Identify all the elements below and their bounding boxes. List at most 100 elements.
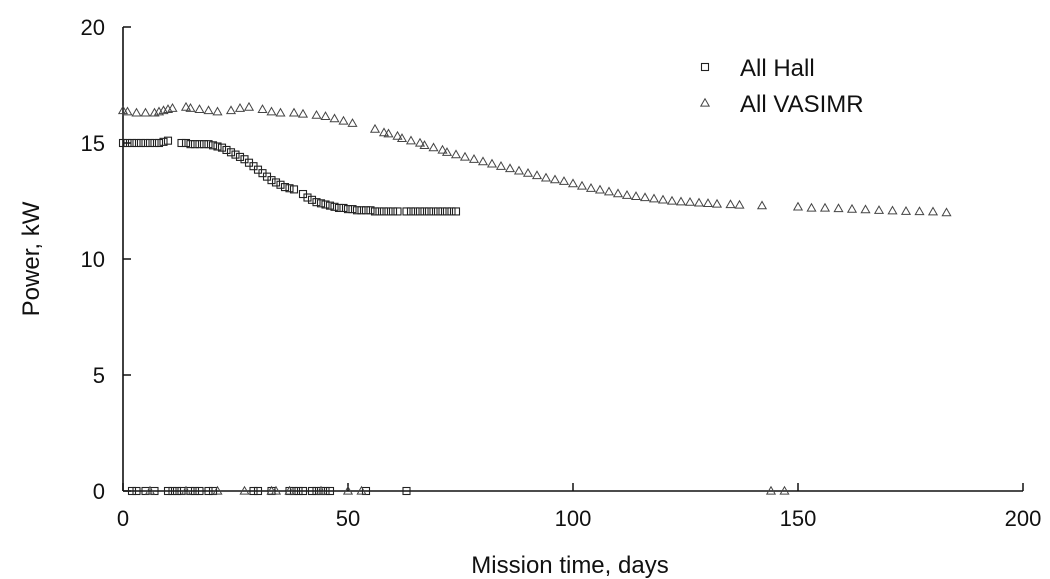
data-point-square	[136, 138, 146, 148]
data-point-triangle	[522, 167, 534, 177]
data-point-square	[199, 140, 209, 149]
data-point-triangle	[342, 485, 354, 495]
x-tick-label: 100	[555, 506, 592, 531]
data-point-triangle	[495, 160, 507, 170]
data-point-triangle	[792, 201, 804, 211]
data-point-triangle	[180, 485, 192, 495]
data-point-triangle	[684, 196, 696, 206]
data-point-square	[186, 140, 195, 149]
legend-label: All VASIMR	[740, 91, 864, 118]
data-point-triangle	[180, 101, 192, 111]
data-point-square	[361, 206, 371, 215]
data-point-triangle	[873, 205, 885, 214]
data-point-triangle	[567, 178, 579, 188]
x-tick-label: 200	[1005, 506, 1042, 531]
data-point-triangle	[338, 115, 349, 125]
data-point-triangle	[320, 111, 331, 120]
data-point-square	[154, 138, 164, 148]
data-point-square	[303, 193, 312, 202]
data-point-triangle	[806, 202, 817, 212]
data-point-square	[231, 150, 240, 159]
data-point-square	[249, 486, 258, 496]
data-point-triangle	[675, 196, 687, 206]
data-point-triangle	[549, 174, 561, 184]
data-point-square	[181, 138, 191, 148]
data-point-triangle	[378, 127, 390, 137]
data-point-square	[190, 486, 200, 496]
data-point-triangle	[117, 105, 129, 115]
data-point-triangle	[756, 200, 768, 210]
data-point-square	[195, 140, 204, 149]
data-point-square	[420, 207, 429, 216]
data-point-triangle	[419, 140, 430, 149]
y-tick-label: 5	[93, 363, 105, 388]
data-point-triangle	[450, 149, 462, 159]
data-point-square	[411, 207, 420, 216]
data-point-square	[118, 138, 128, 148]
data-point-triangle	[887, 205, 898, 215]
data-point-square	[307, 195, 317, 204]
data-point-square	[280, 183, 290, 192]
data-point-triangle	[702, 198, 714, 207]
data-point-triangle	[311, 109, 322, 119]
data-point-triangle	[131, 107, 142, 117]
data-point-square	[366, 206, 375, 215]
data-point-square	[276, 180, 285, 189]
data-point-square	[393, 207, 402, 216]
data-point-square	[298, 486, 308, 496]
data-points	[117, 101, 952, 496]
data-point-triangle	[266, 106, 277, 116]
data-point-square	[357, 206, 366, 215]
data-point-square	[384, 207, 393, 216]
data-point-triangle	[639, 192, 651, 202]
legend: All Hall All VASIMR	[699, 55, 864, 118]
data-point-triangle	[347, 118, 358, 127]
data-point-triangle	[239, 485, 250, 495]
data-point-triangle	[711, 198, 723, 208]
data-point-square	[415, 207, 425, 216]
data-point-triangle	[140, 107, 151, 117]
data-point-triangle	[270, 485, 282, 495]
data-point-triangle	[315, 485, 327, 495]
data-point-triangle	[693, 197, 705, 207]
data-point-triangle	[243, 101, 255, 111]
data-point-square	[253, 486, 263, 496]
data-point-square	[379, 207, 389, 216]
data-point-square	[370, 207, 380, 216]
data-point-triangle	[356, 485, 367, 495]
data-point-triangle	[392, 130, 403, 140]
data-point-square	[312, 198, 321, 207]
data-point-square	[204, 140, 213, 149]
series-all-vasimr	[117, 101, 952, 495]
data-point-square	[208, 141, 218, 150]
data-point-triangle	[734, 199, 745, 209]
data-point-triangle	[504, 163, 516, 173]
data-point-triangle	[927, 206, 939, 216]
data-point-triangle	[603, 186, 615, 196]
data-point-triangle	[369, 123, 381, 133]
legend-label: All Hall	[740, 55, 815, 82]
y-tick-label: 10	[81, 247, 105, 272]
data-point-triangle	[468, 154, 480, 163]
data-point-square	[159, 137, 168, 146]
data-point-triangle	[212, 106, 223, 116]
data-point-triangle	[405, 135, 417, 145]
data-point-square	[271, 178, 281, 187]
data-point-square	[375, 207, 384, 216]
data-point-triangle	[477, 156, 489, 166]
data-point-triangle	[185, 102, 196, 112]
data-point-square	[406, 207, 416, 216]
data-point-triangle	[594, 184, 606, 194]
data-point-triangle	[531, 170, 543, 180]
y-tick-label: 0	[93, 479, 105, 504]
data-point-square	[141, 138, 150, 148]
data-point-triangle	[437, 144, 448, 154]
data-point-triangle	[212, 485, 223, 495]
data-point-square	[163, 486, 173, 496]
data-point-square	[447, 207, 456, 216]
data-point-triangle	[167, 102, 178, 112]
x-tick-label: 50	[336, 506, 360, 531]
y-tick-label: 20	[81, 15, 105, 40]
